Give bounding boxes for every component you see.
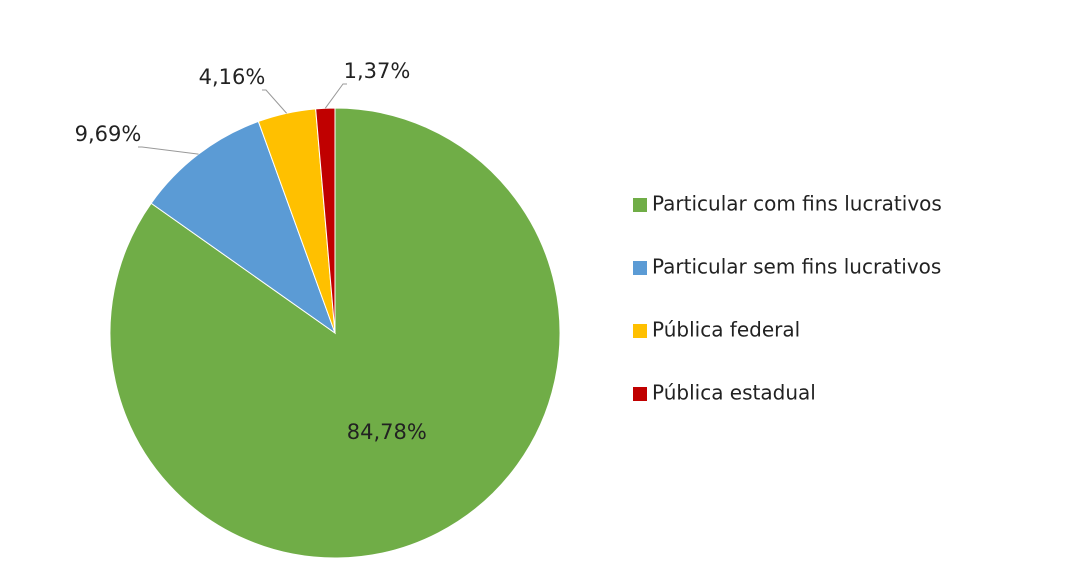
- legend-label: Particular com fins lucrativos: [652, 192, 942, 216]
- data-label: 9,69%: [75, 122, 142, 146]
- legend-swatch: [633, 261, 647, 275]
- data-label: 84,78%: [347, 420, 427, 444]
- legend-swatch: [633, 198, 647, 212]
- legend-swatch: [633, 324, 647, 338]
- legend-label: Particular sem fins lucrativos: [652, 255, 941, 279]
- legend-label: Pública estadual: [652, 381, 816, 405]
- data-label: 4,16%: [199, 65, 266, 89]
- legend-swatch: [633, 387, 647, 401]
- pie-slice: [109, 107, 561, 559]
- leader-line: [324, 83, 347, 109]
- leader-line: [262, 89, 287, 114]
- data-label: 1,37%: [344, 59, 411, 83]
- legend-label: Pública federal: [652, 318, 800, 342]
- leader-line: [138, 146, 199, 155]
- pie-slice: [150, 120, 337, 335]
